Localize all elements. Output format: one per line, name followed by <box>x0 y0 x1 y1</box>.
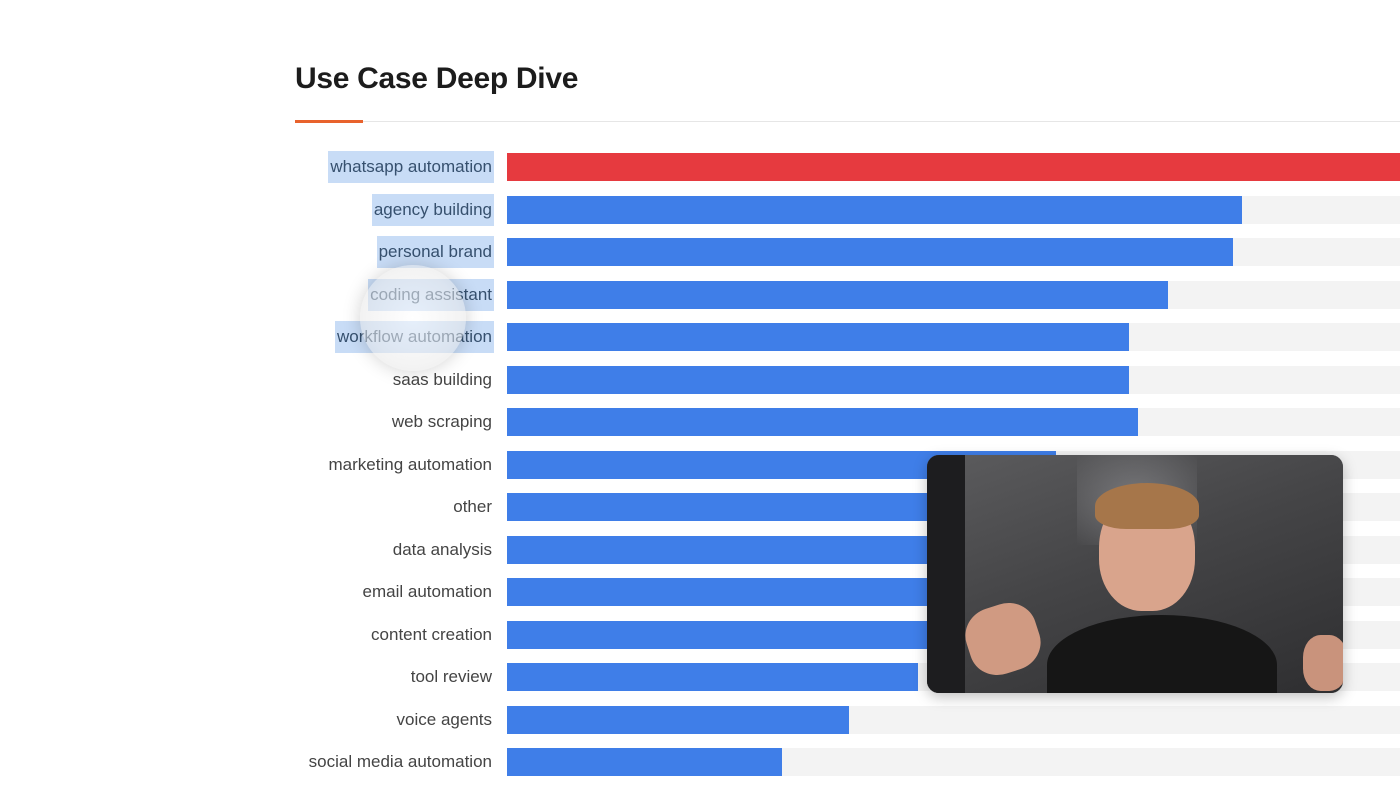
chart-row: whatsapp automation <box>0 151 1400 183</box>
bar <box>507 366 1129 394</box>
chart-row: web scraping <box>0 406 1400 438</box>
bar <box>507 323 1129 351</box>
bar <box>507 536 1003 564</box>
category-label: agency building <box>371 194 494 226</box>
bar <box>507 408 1138 436</box>
bar-track <box>507 196 1400 224</box>
title-accent-underline <box>295 120 363 123</box>
category-label: marketing automation <box>328 455 492 474</box>
chart-row: social media automation <box>0 746 1400 778</box>
category-label: personal brand <box>376 236 494 268</box>
bar-track <box>507 408 1400 436</box>
category-label: saas building <box>392 370 492 389</box>
category-label: social media automation <box>308 752 492 771</box>
title-divider <box>295 121 1400 122</box>
bar-track <box>507 281 1400 309</box>
bar-track <box>507 238 1400 266</box>
presenter-webcam <box>927 455 1343 693</box>
bar <box>507 153 1400 181</box>
category-label: web scraping <box>391 412 492 431</box>
category-label: whatsapp automation <box>328 151 494 183</box>
presenter-body <box>1047 615 1277 693</box>
bar <box>507 578 971 606</box>
bar <box>507 196 1242 224</box>
presenter-hair <box>1095 483 1199 529</box>
category-label: content creation <box>371 625 492 644</box>
chart-row: personal brand <box>0 236 1400 268</box>
bar-track <box>507 706 1400 734</box>
presenter-hand-right <box>1303 635 1343 691</box>
page-title: Use Case Deep Dive <box>295 62 579 95</box>
category-label: voice agents <box>396 710 492 729</box>
bar <box>507 706 849 734</box>
chart-row: saas building <box>0 364 1400 396</box>
bar-track <box>507 153 1400 181</box>
bar <box>507 663 918 691</box>
bar-track <box>507 748 1400 776</box>
bar <box>507 238 1233 266</box>
bar-track <box>507 366 1400 394</box>
chart-row: agency building <box>0 194 1400 226</box>
category-label: tool review <box>410 667 492 686</box>
bar-track <box>507 323 1400 351</box>
bar <box>507 621 945 649</box>
webcam-window <box>927 455 965 693</box>
category-label: data analysis <box>392 540 492 559</box>
category-label: other <box>453 497 492 516</box>
bar <box>507 748 782 776</box>
chart-row: voice agents <box>0 704 1400 736</box>
cursor-highlight <box>360 265 466 371</box>
chart-row: coding assistant <box>0 279 1400 311</box>
bar <box>507 281 1168 309</box>
category-label: email automation <box>362 582 492 601</box>
chart-row: workflow automation <box>0 321 1400 353</box>
